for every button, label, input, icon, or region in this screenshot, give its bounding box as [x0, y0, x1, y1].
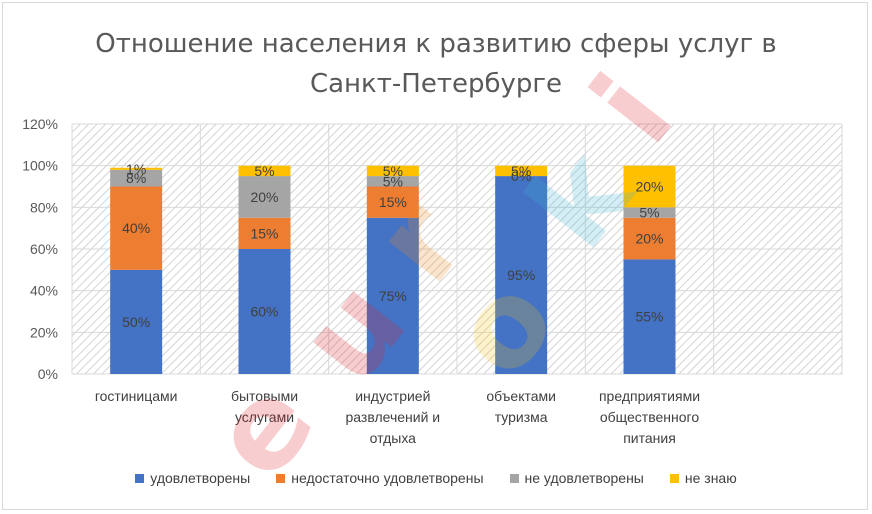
data-label: 5%: [639, 205, 659, 221]
bar-segment: [110, 186, 163, 270]
data-label: 20%: [635, 179, 663, 195]
bar-segment: [110, 167, 163, 170]
data-label: 40%: [122, 220, 150, 236]
bar-segment: [366, 176, 419, 187]
bar-segment: [110, 269, 163, 374]
bar-segment: [238, 217, 291, 249]
data-label: 5%: [254, 163, 274, 179]
y-tick-label: 40%: [30, 283, 58, 299]
legend-label: не знаю: [684, 470, 737, 486]
bar-segment: [238, 165, 291, 177]
legend-swatch: [669, 473, 679, 483]
bar-segment: [366, 186, 419, 218]
data-label: 8%: [126, 170, 146, 186]
bar-segment: [623, 207, 676, 218]
legend-swatch: [509, 473, 519, 483]
data-label: 0%: [511, 168, 531, 184]
x-tick-label: индустрией: [355, 388, 430, 404]
legend-item: не удовлетворены: [509, 470, 644, 486]
bar-segment: [110, 169, 163, 187]
bar-segment: [238, 249, 291, 374]
legend-swatch: [135, 473, 145, 483]
data-label: 55%: [635, 309, 663, 325]
y-tick-label: 120%: [22, 116, 58, 132]
y-tick-label: 60%: [30, 241, 58, 257]
data-label: 15%: [379, 194, 407, 210]
data-label: 15%: [250, 225, 278, 241]
bar-segment: [366, 165, 419, 177]
x-tick-label: объектами: [486, 388, 556, 404]
legend-label: недостаточно удовлетворены: [291, 470, 484, 486]
y-tick-label: 80%: [30, 199, 58, 215]
x-tick-label: питания: [623, 430, 676, 446]
data-label: 5%: [383, 173, 403, 189]
legend-item: недостаточно удовлетворены: [276, 470, 484, 486]
data-label: 5%: [511, 163, 531, 179]
bar-segment: [623, 165, 676, 208]
chart-title: Отношение населения к развитию сферы усл…: [0, 24, 872, 104]
data-label: 50%: [122, 314, 150, 330]
data-label: 1%: [126, 161, 146, 177]
y-tick-label: 20%: [30, 324, 58, 340]
data-label: 75%: [379, 288, 407, 304]
chart-legend: удовлетворены недостаточно удовлетворены н…: [0, 470, 872, 486]
chart-title-line-2: Санкт-Петербурге: [309, 69, 563, 99]
y-tick-label: 100%: [22, 158, 58, 174]
chart-title-line-1: Отношение населения к развитию сферы усл…: [95, 29, 777, 59]
legend-item: не знаю: [669, 470, 737, 486]
data-label: 95%: [507, 267, 535, 283]
legend-item: удовлетворены: [135, 470, 250, 486]
x-tick-label: предприятиями: [599, 388, 700, 404]
x-tick-label: услугами: [235, 409, 294, 425]
legend-swatch: [276, 473, 286, 483]
x-tick-label: отдыха: [370, 430, 417, 446]
bar-segment: [495, 165, 548, 177]
data-label: 20%: [635, 231, 663, 247]
x-tick-label: развлечений и: [346, 409, 441, 425]
bar-segment: [238, 176, 291, 218]
data-label: 20%: [250, 189, 278, 205]
data-label: 60%: [250, 304, 278, 320]
bar-segment: [623, 259, 676, 374]
x-tick-label: общественного: [600, 409, 699, 425]
bar-segment: [623, 217, 676, 260]
legend-label: удовлетворены: [150, 470, 251, 486]
data-label: 5%: [383, 163, 403, 179]
bar-segment: [366, 217, 419, 374]
x-tick-label: туризма: [495, 409, 548, 425]
legend-label: не удовлетворены: [524, 470, 644, 486]
x-tick-label: бытовыми: [231, 388, 298, 404]
bar-segment: [495, 176, 548, 374]
x-tick-label: гостиницами: [95, 388, 178, 404]
y-tick-label: 0%: [38, 366, 58, 382]
